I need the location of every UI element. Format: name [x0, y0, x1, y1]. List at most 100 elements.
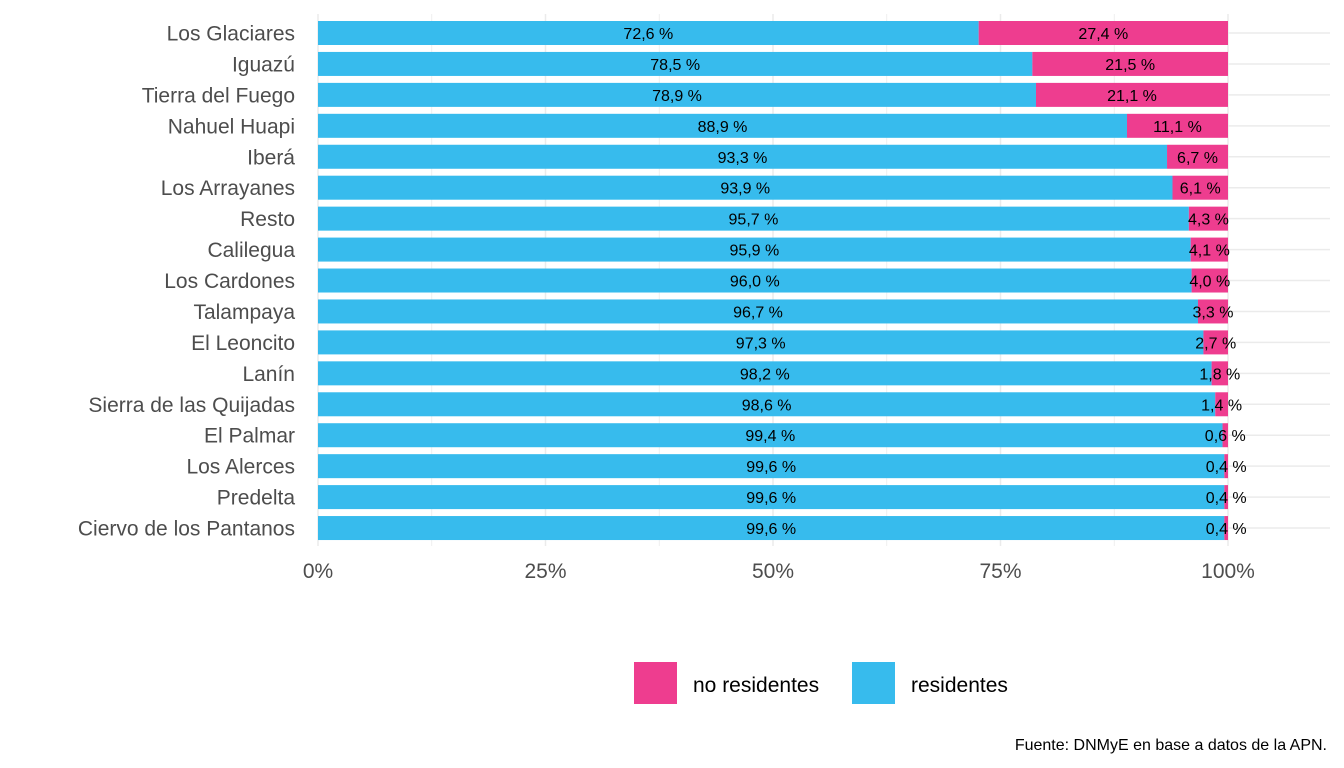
- category-label: El Palmar: [204, 425, 295, 448]
- data-label-residentes: 96,0 %: [730, 274, 780, 291]
- category-label: Calilegua: [207, 239, 295, 262]
- category-label: Los Arrayanes: [161, 177, 295, 200]
- bar-residentes: [318, 516, 1225, 541]
- category-label: Ciervo de los Pantanos: [78, 518, 295, 541]
- data-label-no-residentes: 2,7 %: [1195, 335, 1236, 352]
- data-label-no-residentes: 11,1 %: [1153, 119, 1202, 136]
- bar-residentes: [318, 21, 979, 45]
- x-axis-tick-labels: 0% 25% 50% 75% 100%: [303, 560, 1255, 583]
- data-label-no-residentes: 21,5 %: [1105, 57, 1155, 74]
- bar-no-residentes: [1224, 516, 1228, 541]
- legend-swatch: [852, 662, 895, 704]
- category-label: Talampaya: [193, 301, 295, 324]
- bar-residentes: [318, 237, 1191, 262]
- bar-no-residentes: [1190, 237, 1228, 262]
- category-label: Lanín: [242, 363, 295, 386]
- legend: no residentes residentes: [634, 662, 1008, 704]
- bar-residentes: [318, 206, 1189, 231]
- bar-no-residentes: [1167, 144, 1228, 169]
- data-label-no-residentes: 6,7 %: [1177, 150, 1218, 167]
- data-label-residentes: 97,3 %: [736, 335, 786, 352]
- data-label-no-residentes: 0,6 %: [1205, 428, 1246, 445]
- category-label: Los Alerces: [186, 456, 295, 479]
- data-label-no-residentes: 6,1 %: [1180, 181, 1221, 198]
- data-label-no-residentes: 4,0 %: [1189, 274, 1230, 291]
- data-label-no-residentes: 0,4 %: [1206, 459, 1247, 476]
- bar-no-residentes: [1211, 361, 1228, 386]
- bar-residentes: [318, 113, 1127, 138]
- data-label-residentes: 98,6 %: [742, 397, 792, 414]
- bar-residentes: [318, 454, 1225, 479]
- x-tick-label: 100%: [1201, 560, 1255, 583]
- category-labels: Los Glaciares Iguazú Tierra del Fuego Nahue…: [78, 23, 295, 541]
- bars: 72,6 % 27,4 % 78,5 % 21,5 % 78,9 % 21,1 % 88,9…: [318, 21, 1247, 541]
- category-label: El Leoncito: [191, 332, 295, 355]
- bar-no-residentes: [1203, 330, 1228, 355]
- bar-no-residentes: [1032, 51, 1228, 76]
- bar-no-residentes: [1224, 454, 1228, 479]
- data-label-residentes: 93,9 %: [720, 181, 770, 198]
- bar-residentes: [318, 361, 1212, 386]
- bar-no-residentes: [1224, 485, 1228, 510]
- data-label-residentes: 96,7 %: [733, 304, 783, 321]
- data-label-no-residentes: 4,1 %: [1189, 243, 1230, 260]
- data-label-residentes: 99,6 %: [746, 459, 796, 476]
- bar-residentes: [318, 330, 1204, 355]
- data-label-residentes: 78,5 %: [650, 57, 700, 74]
- category-label: Tierra del Fuego: [142, 84, 295, 107]
- bar-no-residentes: [1191, 268, 1228, 293]
- data-label-no-residentes: 3,3 %: [1193, 304, 1234, 321]
- bar-no-residentes: [1126, 113, 1228, 138]
- category-label: Resto: [240, 208, 295, 231]
- category-label: Iberá: [247, 146, 295, 169]
- bar-residentes: [318, 268, 1192, 293]
- legend-swatch: [634, 662, 677, 704]
- bar-no-residentes: [1222, 423, 1228, 448]
- bar-no-residentes: [1188, 206, 1228, 231]
- x-tick-label: 0%: [303, 560, 333, 583]
- bar-residentes: [318, 144, 1168, 169]
- data-label-no-residentes: 4,3 %: [1188, 212, 1229, 229]
- data-label-residentes: 99,4 %: [745, 428, 795, 445]
- data-label-no-residentes: 1,8 %: [1199, 366, 1240, 383]
- data-label-residentes: 95,9 %: [729, 243, 779, 260]
- data-label-no-residentes: 1,4 %: [1201, 397, 1242, 414]
- bar-no-residentes: [1172, 175, 1228, 200]
- bar-residentes: [318, 175, 1173, 200]
- category-label: Los Glaciares: [167, 23, 295, 46]
- x-tick-label: 50%: [752, 560, 794, 583]
- bar-residentes: [318, 299, 1198, 324]
- data-label-residentes: 93,3 %: [718, 150, 768, 167]
- category-label: Nahuel Huapi: [168, 115, 295, 138]
- x-tick-label: 25%: [524, 560, 566, 583]
- data-label-residentes: 95,7 %: [729, 212, 779, 229]
- bar-no-residentes: [978, 21, 1228, 45]
- data-label-no-residentes: 27,4 %: [1078, 26, 1128, 43]
- data-label-residentes: 88,9 %: [698, 119, 748, 136]
- bar-residentes: [318, 485, 1225, 510]
- chart-caption: Fuente: DNMyE en base a datos de la APN.: [1015, 737, 1327, 754]
- category-label: Iguazú: [232, 53, 295, 76]
- bar-residentes: [318, 423, 1223, 448]
- data-label-residentes: 98,2 %: [740, 366, 790, 383]
- x-tick-label: 75%: [979, 560, 1021, 583]
- data-label-no-residentes: 21,1 %: [1107, 88, 1157, 105]
- bar-residentes: [318, 392, 1216, 417]
- category-label: Sierra de las Quijadas: [88, 394, 295, 417]
- data-label-no-residentes: 0,4 %: [1206, 490, 1247, 507]
- legend-label: no residentes: [693, 674, 819, 697]
- bar-residentes: [318, 82, 1036, 107]
- data-label-no-residentes: 0,4 %: [1206, 521, 1247, 538]
- data-label-residentes: 99,6 %: [746, 490, 796, 507]
- bar-no-residentes: [1197, 299, 1228, 324]
- bar-residentes: [318, 51, 1033, 76]
- data-label-residentes: 78,9 %: [652, 88, 702, 105]
- category-label: Predelta: [217, 487, 296, 510]
- data-label-residentes: 72,6 %: [623, 26, 673, 43]
- legend-label: residentes: [911, 674, 1008, 697]
- bar-no-residentes: [1035, 82, 1228, 107]
- bar-no-residentes: [1215, 392, 1228, 417]
- data-label-residentes: 99,6 %: [746, 521, 796, 538]
- category-label: Los Cardones: [164, 270, 295, 293]
